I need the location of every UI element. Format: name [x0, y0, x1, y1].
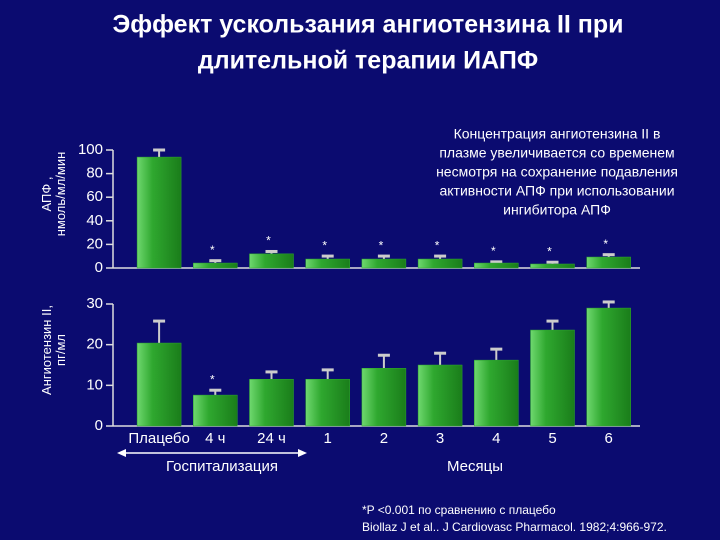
bar [305, 258, 350, 269]
x-tick-label: 3 [436, 430, 444, 447]
y-tick-label: 30 [86, 295, 103, 312]
bar [530, 263, 575, 269]
x-tick-label: 1 [324, 430, 332, 447]
bar [586, 256, 631, 269]
y-axis-label-line: Ангиотензин II, [39, 305, 54, 395]
y-tick-label: 80 [86, 165, 103, 182]
bar [417, 364, 463, 427]
title: длительной терапии ИАПФ [198, 47, 538, 75]
annotation: активности АПФ при использовании [439, 183, 674, 199]
group-label: Месяцы [447, 458, 503, 475]
footnote: Biollaz J et al.. J Cardiovasc Pharmacol… [362, 520, 667, 534]
y-tick-label: 20 [86, 336, 103, 353]
y-axis-label-line: пг/мл [53, 334, 68, 366]
bar [136, 156, 182, 269]
bar [305, 378, 350, 427]
significance-mark: * [435, 238, 440, 252]
bar [136, 342, 182, 427]
y-tick-label: 20 [86, 235, 103, 252]
y-tick-label: 0 [95, 259, 103, 276]
bar [193, 394, 238, 427]
x-tick-label: 4 ч [205, 430, 225, 447]
annotation: Концентрация ангиотензина II в [454, 126, 661, 142]
bar [249, 253, 294, 269]
annotation: плазме увеличивается со временем [439, 145, 674, 161]
annotation: ингибитора АПФ [503, 202, 611, 218]
bar [474, 262, 519, 269]
significance-mark: * [379, 238, 384, 252]
significance-mark: * [210, 372, 215, 386]
significance-mark: * [266, 234, 271, 248]
group-label: Госпитализация [166, 458, 278, 475]
y-axis-label: Ангиотензин II,пг/мл [39, 305, 68, 395]
x-tick-label: 6 [605, 430, 613, 447]
y-tick-label: 10 [86, 376, 103, 393]
footnote: *P <0.001 по сравнению с плацебо [362, 503, 556, 517]
y-tick-label: 40 [86, 212, 103, 229]
bar [249, 378, 294, 427]
significance-mark: * [491, 244, 496, 258]
y-tick-label: 60 [86, 188, 103, 205]
x-tick-label: 2 [380, 430, 388, 447]
bar [530, 329, 575, 427]
y-tick-label: 0 [95, 417, 103, 434]
x-tick-label: 24 ч [257, 430, 286, 447]
x-tick-label: 4 [492, 430, 500, 447]
x-tick-label: 5 [548, 430, 556, 447]
title: Эффект ускользания ангиотензина II при [112, 11, 623, 39]
y-tick-label: 100 [78, 141, 103, 158]
bar [474, 359, 519, 427]
bar [361, 368, 407, 427]
x-tick-label: Плацебо [128, 430, 189, 447]
significance-mark: * [210, 243, 215, 257]
significance-mark: * [322, 238, 327, 252]
significance-mark: * [547, 244, 552, 258]
significance-mark: * [603, 237, 608, 251]
bar [586, 307, 631, 427]
bar [417, 258, 463, 269]
y-axis-label: АПФ ,нмоль/мл/мин [39, 152, 68, 237]
bar [361, 258, 407, 269]
y-axis-label-line: АПФ , [39, 177, 54, 212]
y-axis-label-line: нмоль/мл/мин [53, 152, 68, 237]
bar [193, 262, 238, 269]
annotation: несмотря на сохранение подавления [436, 164, 678, 180]
